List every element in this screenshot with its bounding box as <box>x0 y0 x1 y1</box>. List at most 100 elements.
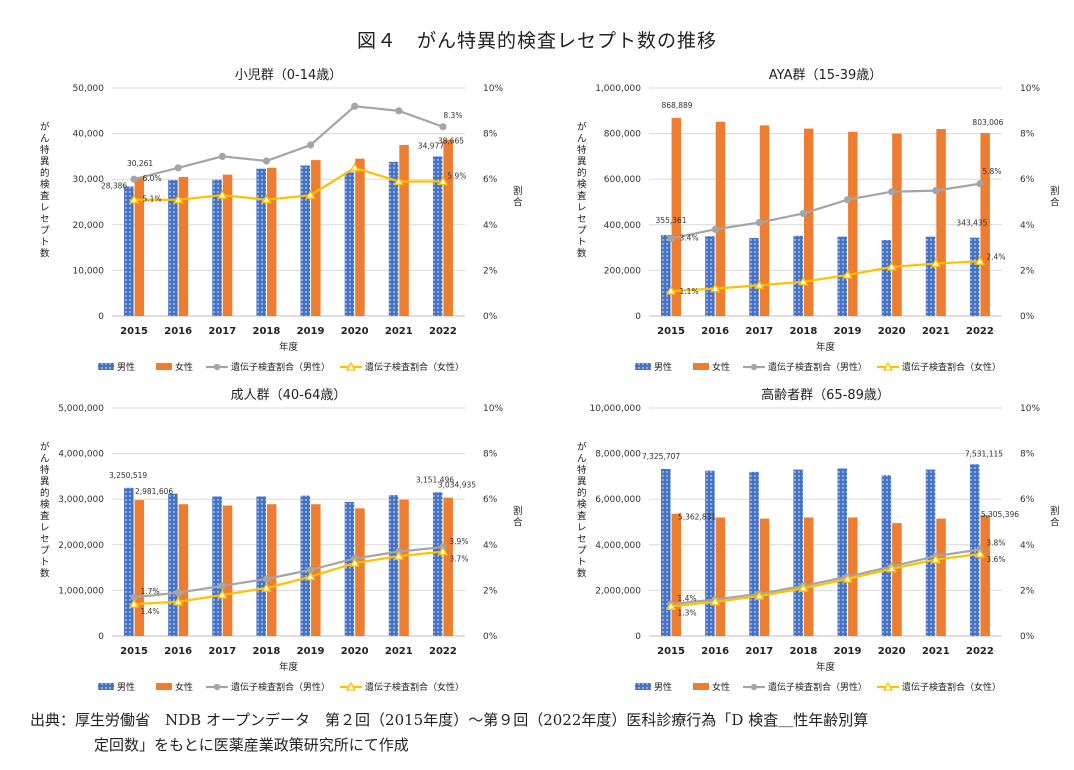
y2-tick-label: 4% <box>483 221 498 231</box>
bar-male <box>793 235 803 316</box>
y2-tick-label: 2% <box>1020 266 1035 276</box>
legend-label: 男性 <box>654 361 672 373</box>
point-male <box>130 593 138 601</box>
point-male <box>932 187 940 195</box>
chart-svg: AYA群（15-39歳） 0 200,000 400,000 600,000 800,00… <box>577 68 1060 373</box>
bar-male <box>168 180 178 316</box>
point-male <box>843 196 852 204</box>
x-tick-label: 2015 <box>120 326 148 337</box>
line-female <box>134 550 444 606</box>
x-tick-label: 2022 <box>429 326 457 337</box>
x-tick-label: 2021 <box>385 646 413 657</box>
data-label: 3.9% <box>449 537 468 546</box>
x-axis-label: 年度 <box>279 341 299 353</box>
bar-female <box>134 500 145 636</box>
x-tick-label: 2018 <box>790 326 818 337</box>
x-tick-label: 2020 <box>878 646 906 657</box>
source-note: 出典：厚生労働省 NDB オープンデータ 第２回（2015年度）～第９回（202… <box>30 708 1060 758</box>
point-female <box>349 162 360 172</box>
y2-tick-label: 2% <box>483 266 498 276</box>
y2-tick-label: 6% <box>1020 175 1035 185</box>
legend-label: 女性 <box>175 681 193 693</box>
legend-label: 遺伝子検査割合（男性） <box>768 361 867 373</box>
bar-female <box>266 504 277 636</box>
bar-female <box>399 499 409 636</box>
point-female <box>305 571 316 581</box>
point-male <box>174 164 182 172</box>
line-male <box>133 105 444 181</box>
y2-tick-label: 8% <box>483 130 498 140</box>
bar-male <box>344 501 355 636</box>
chart-title: 成人群（40-64歳） <box>231 388 347 403</box>
bar-male <box>881 240 892 316</box>
point-female <box>842 573 853 583</box>
data-label: 5.9% <box>447 171 466 180</box>
bar-female <box>399 145 409 316</box>
point-male <box>799 209 808 217</box>
legend-label: 男性 <box>654 681 672 693</box>
y2-axis-label: 割合 <box>513 505 523 529</box>
point-male <box>667 234 675 243</box>
y-tick-label: 5,000,000 <box>58 404 104 414</box>
data-label: 3.7% <box>449 555 468 564</box>
y-tick-label: 0 <box>635 632 641 642</box>
legend-swatch-female <box>156 683 172 690</box>
x-tick-label: 2021 <box>922 326 950 337</box>
data-label: 5,362,831 <box>678 513 716 522</box>
data-label: 34,977 <box>418 142 444 151</box>
point-male <box>888 188 896 196</box>
y-tick-label: 400,000 <box>604 221 641 231</box>
data-label: 355,361 <box>656 216 687 225</box>
bar-male <box>881 475 892 636</box>
bar-male <box>124 487 134 636</box>
point-male <box>395 107 403 115</box>
x-tick-label: 2016 <box>164 646 192 657</box>
bar-female <box>266 167 277 316</box>
data-label: 5.1% <box>143 195 162 204</box>
y2-tick-label: 10% <box>483 84 503 94</box>
bar-male <box>661 468 671 636</box>
data-label: 2.4% <box>986 252 1005 261</box>
bar-male <box>969 237 980 316</box>
legend-label: 女性 <box>175 361 193 373</box>
legend-label: 遺伝子検査割合（男性） <box>231 361 330 373</box>
point-female <box>393 550 405 560</box>
chart-panel-child: 小児群（0-14歳） 0 10,000 20,000 30,000 40,000 50,00… <box>0 62 537 382</box>
legend-marker-male <box>750 363 758 371</box>
chart-svg: 成人群（40-64歳） 0 1,000,000 2,000,000 3,000,000 4… <box>40 388 523 693</box>
point-female <box>886 261 897 271</box>
y-tick-label: 40,000 <box>73 130 105 140</box>
data-label: 3.6% <box>986 555 1005 564</box>
bar-female <box>222 174 233 316</box>
y-axis-label: がん特異的検査レセプト数 <box>577 121 587 260</box>
bar-male <box>168 493 178 636</box>
point-female <box>349 557 360 567</box>
point-male <box>976 180 984 188</box>
bar-female <box>222 505 233 636</box>
data-label: 38,665 <box>438 137 464 146</box>
legend-marker-male <box>213 363 221 371</box>
data-label: 7,531,115 <box>965 449 1003 458</box>
y2-axis-label: 割合 <box>513 185 523 209</box>
point-female <box>437 176 449 186</box>
y2-tick-label: 0% <box>483 632 498 642</box>
point-male <box>755 218 763 227</box>
y-tick-label: 600,000 <box>604 175 641 185</box>
x-tick-label: 2016 <box>701 326 729 337</box>
bar-male <box>705 236 715 316</box>
bar-male <box>793 469 803 636</box>
point-female <box>798 582 809 592</box>
x-tick-label: 2018 <box>790 646 818 657</box>
point-female <box>974 548 986 558</box>
bar-male <box>300 165 311 316</box>
x-tick-label: 2017 <box>208 326 236 337</box>
y-tick-label: 4,000,000 <box>595 541 641 551</box>
y-tick-label: 4,000,000 <box>58 450 104 460</box>
bar-male <box>212 496 222 636</box>
line-male <box>133 545 444 599</box>
x-tick-label: 2017 <box>208 646 236 657</box>
bar-female <box>936 129 946 316</box>
bar-male <box>300 495 311 636</box>
data-label: 8.3% <box>443 111 462 120</box>
x-tick-label: 2015 <box>657 326 685 337</box>
